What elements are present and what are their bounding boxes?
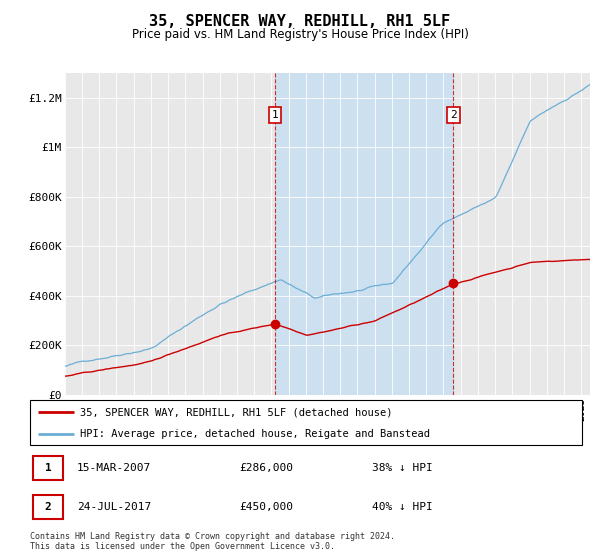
- Text: 1: 1: [44, 463, 52, 473]
- Text: 2: 2: [450, 110, 457, 120]
- Text: 1: 1: [271, 110, 278, 120]
- Bar: [33, 496, 63, 519]
- Text: 40% ↓ HPI: 40% ↓ HPI: [372, 502, 433, 512]
- Text: Price paid vs. HM Land Registry's House Price Index (HPI): Price paid vs. HM Land Registry's House …: [131, 28, 469, 41]
- Text: 2: 2: [44, 502, 52, 512]
- Text: 15-MAR-2007: 15-MAR-2007: [77, 463, 151, 473]
- Bar: [33, 456, 63, 480]
- Text: 38% ↓ HPI: 38% ↓ HPI: [372, 463, 433, 473]
- Bar: [275, 73, 454, 395]
- Text: 35, SPENCER WAY, REDHILL, RH1 5LF (detached house): 35, SPENCER WAY, REDHILL, RH1 5LF (detac…: [80, 408, 392, 418]
- Text: £286,000: £286,000: [240, 463, 294, 473]
- Text: £450,000: £450,000: [240, 502, 294, 512]
- Text: 24-JUL-2017: 24-JUL-2017: [77, 502, 151, 512]
- Text: Contains HM Land Registry data © Crown copyright and database right 2024.
This d: Contains HM Land Registry data © Crown c…: [30, 532, 395, 552]
- Text: HPI: Average price, detached house, Reigate and Banstead: HPI: Average price, detached house, Reig…: [80, 429, 430, 439]
- Text: 35, SPENCER WAY, REDHILL, RH1 5LF: 35, SPENCER WAY, REDHILL, RH1 5LF: [149, 14, 451, 29]
